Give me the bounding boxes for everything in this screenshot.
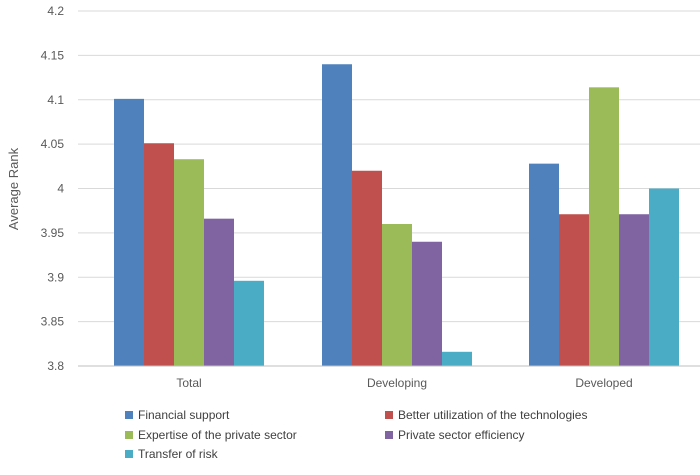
bar-developed-series-3 [589,87,619,366]
y-tick-label: 3.9 [47,270,64,284]
y-tick-label: 4.15 [41,48,65,62]
legend-item: Financial support [125,408,230,422]
bar-developed-series-4 [619,214,649,366]
bar-developing-series-4 [412,241,442,366]
bar-total-series-3 [174,159,204,366]
y-axis-title: Average Rank [6,147,21,230]
legend-swatch [385,411,393,419]
bar-developing-series-1 [322,64,352,366]
bar-total-series-1 [114,98,144,367]
y-tick-label: 4.1 [47,93,64,107]
bar-developing-series-3 [382,224,412,366]
bars [114,64,679,367]
legend-swatch [385,431,393,439]
legend-label: Transfer of risk [138,447,219,461]
legend-item: Transfer of risk [125,447,219,461]
legend-swatch [125,411,133,419]
bar-developed-series-5 [649,188,679,366]
bar-developed-series-2 [559,214,589,366]
y-tick-label: 4.2 [47,4,64,18]
x-tick-label: Developed [575,376,632,390]
legend-item: Better utilization of the technologies [385,408,587,422]
bar-developing-series-2 [352,170,382,366]
y-tick-label: 3.95 [41,226,65,240]
legend-label: Private sector efficiency [398,428,525,442]
y-tick-label: 4.05 [41,137,65,151]
x-axis-ticks: Total Developing Developed [78,365,700,390]
bar-total-series-5 [234,280,264,366]
legend-swatch [125,450,133,458]
legend-item: Private sector efficiency [385,428,525,442]
y-tick-label: 3.85 [41,315,65,329]
legend-label: Better utilization of the technologies [398,408,587,422]
legend: Financial support Better utilization of t… [125,408,587,461]
bar-total-series-4 [204,218,234,366]
y-tick-label: 3.8 [47,359,64,373]
bar-total-series-2 [144,143,174,366]
y-tick-label: 4 [57,182,64,196]
x-tick-label: Developing [367,376,427,390]
legend-swatch [125,431,133,439]
legend-label: Financial support [138,408,230,422]
y-axis-ticks: 3.8 3.85 3.9 3.95 4 4.05 4.1 4.15 4.2 [41,4,65,373]
legend-item: Expertise of the private sector [125,428,297,442]
x-tick-label: Total [176,376,201,390]
legend-label: Expertise of the private sector [138,428,297,442]
bar-developed-series-1 [529,163,559,366]
bar-developing-series-5 [442,351,472,366]
